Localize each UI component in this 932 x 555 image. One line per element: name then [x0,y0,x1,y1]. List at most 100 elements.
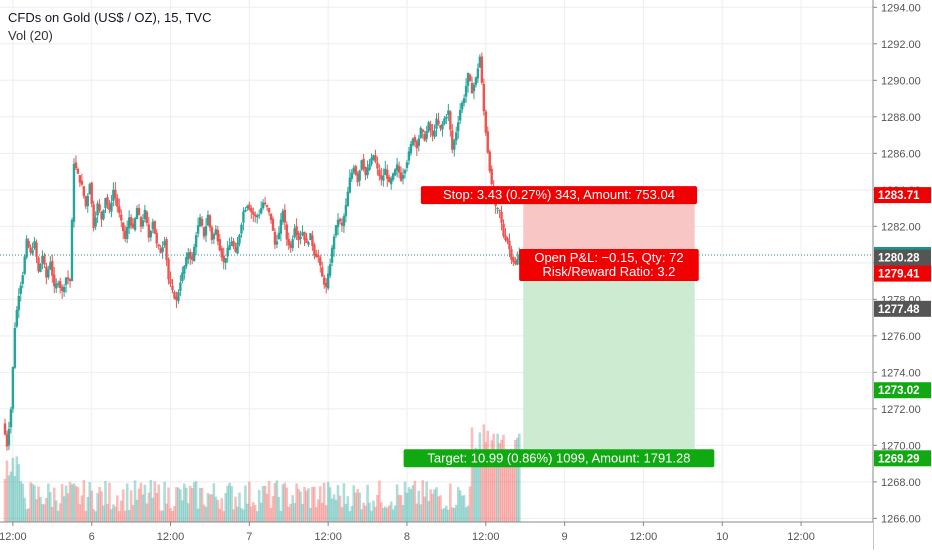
volume-bar [429,489,432,522]
target-zone[interactable] [523,254,695,459]
candle [244,207,247,213]
volume-bar [360,509,363,522]
volume-bar [41,504,44,522]
volume-bar [62,496,66,522]
volume-bar [175,487,178,522]
candle [218,234,221,252]
volume-bar [324,505,328,522]
time-axis-label: 12:00 [0,531,27,543]
candle-body [482,83,486,112]
volume-bar [269,508,273,522]
volume-indicator-label[interactable]: Vol (20) [8,28,53,43]
candle-body [60,286,64,291]
candle-body [88,184,91,195]
volume-bar [11,457,15,522]
volume-bar [135,499,139,522]
candle [293,223,296,240]
candle-body [328,264,332,276]
volume-bar [253,504,257,522]
candle [514,256,517,266]
target-label[interactable]: Target: 10.99 (0.86%) 1099, Amount: 1791… [403,449,715,468]
candle-body [15,310,19,327]
candle [240,222,243,238]
volume-bar [403,481,407,522]
candle [326,266,330,291]
candle [364,166,367,181]
volume-bar [244,485,247,522]
candle-body [378,169,381,176]
candle [271,216,275,232]
candle [31,242,34,256]
candle-body [157,244,160,247]
candle-body [9,409,13,428]
volume-bar [137,488,141,522]
candle-body [118,206,121,214]
volume-bar [60,484,64,522]
candle-body [202,227,206,237]
candle-body [70,219,74,282]
candle-body [504,235,507,241]
stop-zone[interactable] [523,195,695,255]
candle [17,288,20,319]
candle-body [55,283,58,289]
candle [380,167,383,186]
candle [425,125,428,143]
candle-body [64,277,68,285]
volume-bar [265,493,269,522]
candle [277,226,281,240]
volume-bar [514,439,517,522]
volume-bar [350,506,354,522]
symbol-title[interactable]: CFDs on Gold (US$ / OZ), 15, TVC [8,10,212,25]
candle [332,234,336,257]
candle [167,257,170,285]
candle-body [196,225,200,234]
volume-bar [45,497,48,522]
volume-bar [346,496,350,522]
candle [334,225,338,239]
candle-body [151,221,154,230]
candle [419,126,422,139]
volume-bar [437,496,440,522]
candle-body [516,259,519,265]
candle [269,213,273,224]
candle [147,217,151,243]
candle-body [411,138,415,146]
candle [234,242,237,253]
candle [407,146,411,165]
candle [78,175,82,188]
candle-body [198,217,202,227]
candle-body [291,239,294,249]
candle [305,232,308,243]
candle [313,242,316,260]
candle-body [43,255,46,265]
candle-body [204,226,208,236]
candle-body [224,257,227,263]
time-axis[interactable] [0,522,873,550]
volume-bar [364,505,367,522]
candle [230,236,233,247]
candle [122,222,125,240]
candle-body [455,132,458,141]
candle-body [484,111,487,133]
candle [100,211,103,227]
volume-bar [293,503,296,522]
stop-label[interactable]: Stop: 3.43 (0.27%) 343, Amount: 753.04 [420,186,698,205]
volume-bar [358,492,361,522]
candle-body [39,263,42,272]
candle-body [451,130,454,150]
candle-body [342,216,346,227]
candle [427,120,430,133]
candle-body [397,166,401,173]
volume-bar [123,510,127,522]
candle [413,134,417,147]
volume-bar [173,506,176,522]
candle-body [169,279,172,284]
candle-body [301,232,304,236]
candle-body [185,257,188,267]
volume-bar [90,490,93,522]
candle [403,168,407,179]
candle-body [226,247,229,257]
